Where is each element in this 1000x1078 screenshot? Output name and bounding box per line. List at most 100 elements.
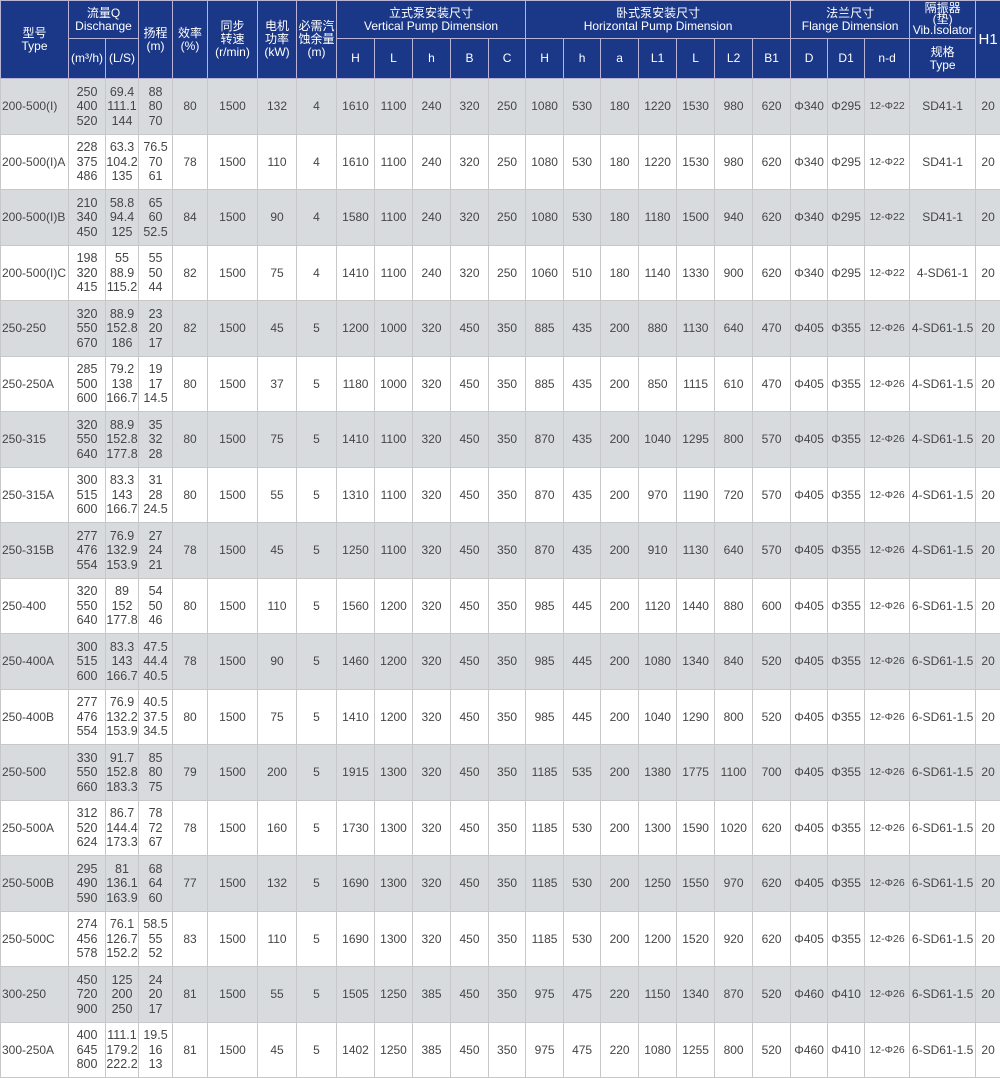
cell-value: 83.3 (106, 640, 138, 655)
cell-hz-l2: 1020 (715, 800, 753, 856)
cell-hz-sh: 445 (564, 578, 601, 634)
cell-value: 68 (139, 862, 172, 877)
cell-v-b: 450 (451, 412, 489, 468)
cell-value: 340 (69, 210, 105, 225)
cell-hz-h: 885 (526, 356, 564, 412)
cell-hz-a: 200 (601, 689, 639, 745)
cell-value: 65 (139, 196, 172, 211)
cell-flange-nd: 12-Φ26 (865, 356, 910, 412)
cell-v-sh: 320 (413, 634, 451, 690)
cell-value: 31 (139, 473, 172, 488)
cell-speed: 1500 (208, 301, 258, 357)
cell-v-c: 350 (489, 356, 526, 412)
cell-v-sh: 240 (413, 134, 451, 190)
cell-value: 600 (69, 669, 105, 684)
cell-efficiency: 80 (173, 467, 208, 523)
cell-hz-b1: 520 (753, 689, 791, 745)
cell-speed: 1500 (208, 800, 258, 856)
cell-v-h: 1730 (337, 800, 375, 856)
cell-value: 144.4 (106, 821, 138, 836)
cell-v-h: 1610 (337, 79, 375, 135)
cell-flange-d: Φ405 (791, 856, 828, 912)
cell-power: 132 (258, 79, 297, 135)
cell-hz-h: 870 (526, 523, 564, 579)
cell-h1: 20 (976, 967, 1000, 1023)
cell-power: 55 (258, 967, 297, 1023)
cell-flange-d1: Φ355 (828, 578, 865, 634)
cell-v-b: 450 (451, 745, 489, 801)
cell-flange-d: Φ405 (791, 467, 828, 523)
cell-hz-a: 200 (601, 523, 639, 579)
cell-hz-l: 1295 (677, 412, 715, 468)
cell-hz-b1: 520 (753, 967, 791, 1023)
cell-value: 24.5 (139, 502, 172, 517)
cell-efficiency: 81 (173, 967, 208, 1023)
cell-value: 34.5 (139, 724, 172, 739)
cell-hz-sh: 435 (564, 467, 601, 523)
cell-value: 179.2 (106, 1043, 138, 1058)
cell-value: 578 (69, 946, 105, 961)
cell-v-b: 450 (451, 356, 489, 412)
cell-v-b: 450 (451, 800, 489, 856)
cell-hz-l1: 1200 (639, 911, 677, 967)
cell-flange-d1: Φ355 (828, 523, 865, 579)
cell-v-b: 450 (451, 911, 489, 967)
cell-flange-d1: Φ295 (828, 245, 865, 301)
cell-value: 17 (139, 377, 172, 392)
cell-value: 52.5 (139, 225, 172, 240)
header-vib-isolator: 隔振器 (垫) Vib.Isolator (910, 1, 976, 39)
cell-value: 27 (139, 529, 172, 544)
cell-v-sh: 240 (413, 79, 451, 135)
cell-vib-type: 6-SD61-1.5 (910, 689, 976, 745)
cell-v-b: 320 (451, 79, 489, 135)
cell-hz-sh: 535 (564, 745, 601, 801)
cell-value: 24 (139, 973, 172, 988)
cell-hz-h: 1185 (526, 800, 564, 856)
cell-value: 400 (69, 99, 105, 114)
cell-hz-l2: 840 (715, 634, 753, 690)
cell-value: 55 (139, 932, 172, 947)
cell-speed: 1500 (208, 190, 258, 246)
cell-v-l: 1200 (375, 634, 413, 690)
cell-value: 456 (69, 932, 105, 947)
cell-value: 88.9 (106, 266, 138, 281)
cell-value: 274 (69, 917, 105, 932)
header-v-h: h (413, 39, 451, 79)
cell-hz-h: 985 (526, 578, 564, 634)
cell-hz-h: 1080 (526, 134, 564, 190)
cell-npsh: 5 (297, 856, 337, 912)
cell-hz-a: 200 (601, 745, 639, 801)
cell-model: 300-250 (1, 967, 69, 1023)
cell-value: 645 (69, 1043, 105, 1058)
cell-npsh: 5 (297, 523, 337, 579)
cell-h1: 20 (976, 301, 1000, 357)
cell-vib-type: 6-SD61-1.5 (910, 634, 976, 690)
cell-flange-d: Φ405 (791, 356, 828, 412)
cell-value: 660 (69, 780, 105, 795)
cell-value: 198 (69, 251, 105, 266)
cell-npsh: 4 (297, 190, 337, 246)
cell-model: 250-500A (1, 800, 69, 856)
cell-hz-l1: 1150 (639, 967, 677, 1023)
cell-value: 550 (69, 432, 105, 447)
cell-value: 486 (69, 169, 105, 184)
cell-hz-h: 1080 (526, 190, 564, 246)
cell-value: 640 (69, 447, 105, 462)
cell-efficiency: 77 (173, 856, 208, 912)
cell-hz-a: 220 (601, 1022, 639, 1078)
cell-hz-b1: 700 (753, 745, 791, 801)
cell-h1: 20 (976, 79, 1000, 135)
cell-speed: 1500 (208, 245, 258, 301)
cell-value: 83.3 (106, 473, 138, 488)
cell-v-sh: 240 (413, 245, 451, 301)
cell-value: 600 (69, 391, 105, 406)
cell-hz-h: 870 (526, 467, 564, 523)
